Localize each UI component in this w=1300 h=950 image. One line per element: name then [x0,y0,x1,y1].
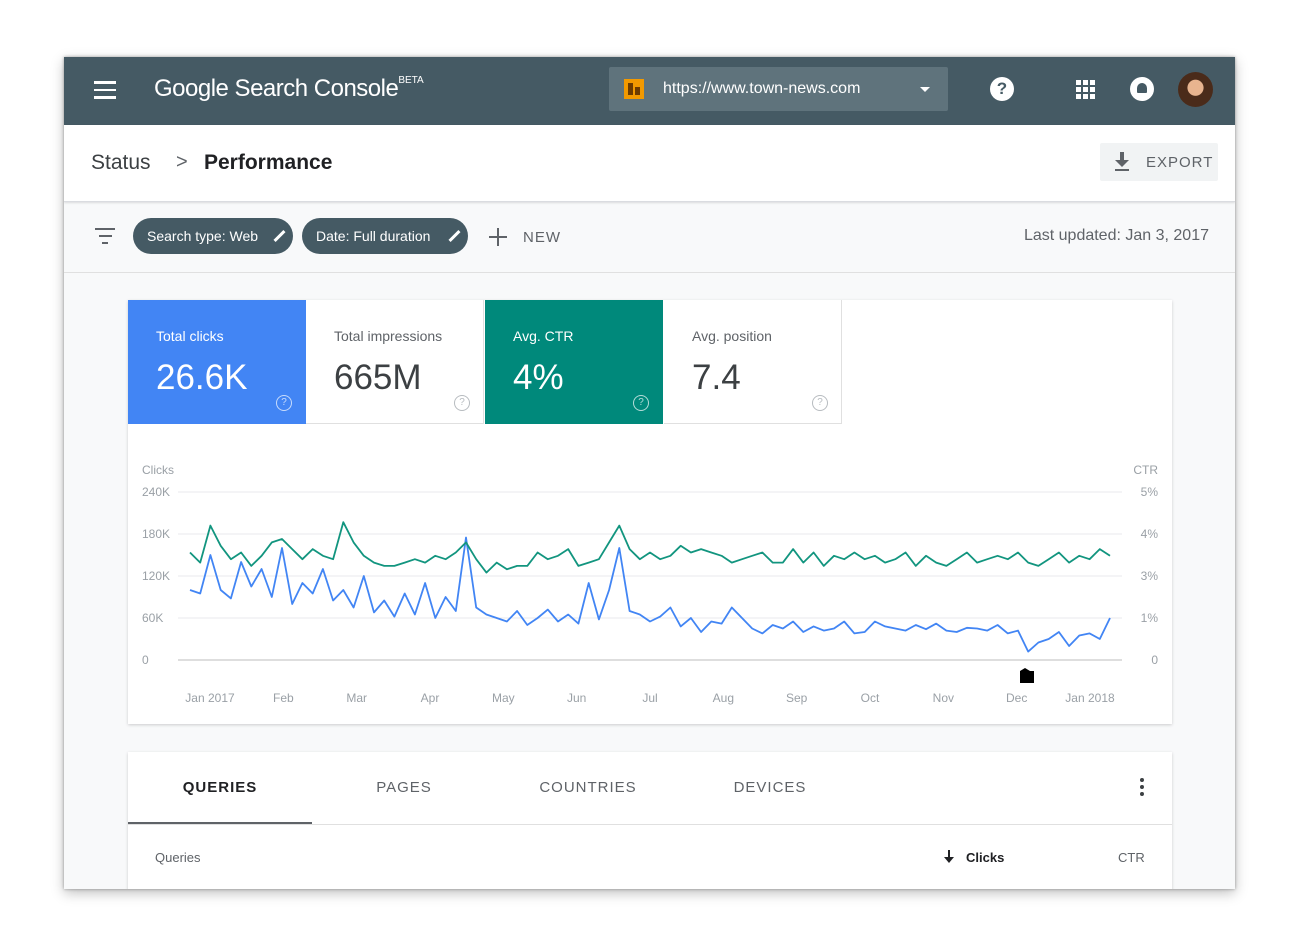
annotation-flag-icon[interactable] [1020,668,1034,683]
new-filter-label: NEW [523,229,561,246]
tab-devices[interactable]: DEVICES [733,779,807,796]
left-tick-label: 240K [142,485,170,499]
right-tick-label: 1% [1141,611,1159,625]
app-window: Google Search ConsoleBETA https://www.to… [64,57,1235,889]
right-tick-label: 4% [1141,527,1159,541]
series-line-ctr [189,521,1111,574]
left-tick-label: 180K [142,527,170,541]
right-tick-label: 3% [1141,569,1159,583]
metric-label: Total impressions [334,328,443,344]
x-tick-label: Jul [642,691,657,705]
export-button[interactable]: EXPORT [1100,143,1218,181]
download-icon [1114,152,1130,172]
x-tick-label: Jan 2018 [1065,691,1115,705]
x-tick-label: Jan 2017 [185,691,235,705]
series-line-clicks [189,536,1111,653]
sort-arrow-down-icon [943,850,955,864]
column-header-queries[interactable]: Queries [155,850,201,865]
active-tab-indicator [128,822,312,825]
edit-icon [273,229,286,243]
metric-label: Avg. CTR [513,328,574,344]
metric-total-clicks[interactable]: Total clicks 26.6K ? [128,300,306,424]
help-icon[interactable]: ? [633,395,649,411]
metric-label: Total clicks [156,328,224,344]
left-tick-label: 0 [142,653,149,667]
metric-value: 7.4 [692,358,741,397]
metric-total-impressions[interactable]: Total impressions 665M ? [306,300,484,424]
last-updated: Last updated: Jan 3, 2017 [1023,227,1209,244]
search-type-chip[interactable]: Search type: Web [133,218,293,254]
filter-bar: Search type: Web Date: Full duration NEW… [64,202,1235,273]
column-header-ctr[interactable]: CTR [1118,850,1145,865]
help-icon[interactable]: ? [454,395,470,411]
tab-pages[interactable]: PAGES [376,779,432,796]
left-axis-label: Clicks [142,463,174,477]
beta-badge: BETA [398,75,424,86]
breadcrumb-separator: > [176,151,188,173]
export-label: EXPORT [1146,154,1214,171]
metric-value: 665M [334,358,422,397]
tab-queries[interactable]: QUERIES [182,779,258,796]
x-tick-label: Jun [567,691,586,705]
help-icon[interactable]: ? [812,395,828,411]
breadcrumb-status[interactable]: Status [91,151,151,174]
filter-icon[interactable] [95,228,115,244]
performance-chart: Clicks CTR 240K 5% 180K 4% 120K 3% 60K 1% 0 0 Jan… [142,463,1159,705]
property-selector[interactable]: https://www.town-news.com [609,67,948,111]
x-tick-label: Mar [346,691,367,705]
x-tick-label: Sep [786,691,808,705]
more-vert-icon[interactable] [1140,778,1144,798]
menu-icon[interactable] [94,81,116,99]
date-chip[interactable]: Date: Full duration [302,218,468,254]
help-icon[interactable]: ? [276,395,292,411]
tab-countries[interactable]: COUNTRIES [539,779,637,796]
right-tick-label: 5% [1141,485,1159,499]
right-tick-label: 0 [1151,653,1158,667]
apps-grid-icon[interactable] [1076,80,1095,99]
date-chip-label: Date: Full duration [316,228,431,244]
dimensions-table-card: QUERIES PAGES COUNTRIES DEVICES Queries … [128,752,1172,889]
help-icon[interactable]: ? [990,77,1014,101]
property-icon [624,79,644,99]
metric-avg-ctr[interactable]: Avg. CTR 4% ? [485,300,663,424]
avatar[interactable] [1178,72,1213,107]
search-type-chip-label: Search type: Web [147,228,259,244]
tabs-divider [128,824,1172,825]
performance-card: Total clicks 26.6K ? Total impressions 6… [128,300,1172,724]
right-axis-label: CTR [1133,463,1158,477]
app-logo[interactable]: Google Search ConsoleBETA [154,75,424,103]
x-tick-label: Nov [933,691,954,705]
page-header: Status > Performance EXPORT [64,125,1235,202]
metric-value: 26.6K [156,358,248,397]
plus-icon [489,228,507,246]
notifications-icon[interactable] [1130,77,1154,101]
x-tick-label: Feb [273,691,294,705]
x-tick-label: Aug [713,691,734,705]
property-url: https://www.town-news.com [663,80,861,97]
edit-icon [448,229,461,243]
caret-down-icon [920,87,930,92]
left-tick-label: 60K [142,611,163,625]
page-title: Performance [204,151,333,174]
top-app-bar: Google Search ConsoleBETA https://www.to… [64,57,1235,125]
x-tick-label: Oct [861,691,880,705]
left-tick-label: 120K [142,569,170,583]
x-tick-label: Apr [421,691,440,705]
x-tick-label: Dec [1006,691,1027,705]
metric-value: 4% [513,358,564,397]
metric-label: Avg. position [692,328,772,344]
column-header-clicks[interactable]: Clicks [966,850,1005,865]
metric-avg-position[interactable]: Avg. position 7.4 ? [664,300,842,424]
x-tick-label: May [492,691,515,705]
app-name: Google Search Console [154,75,399,102]
